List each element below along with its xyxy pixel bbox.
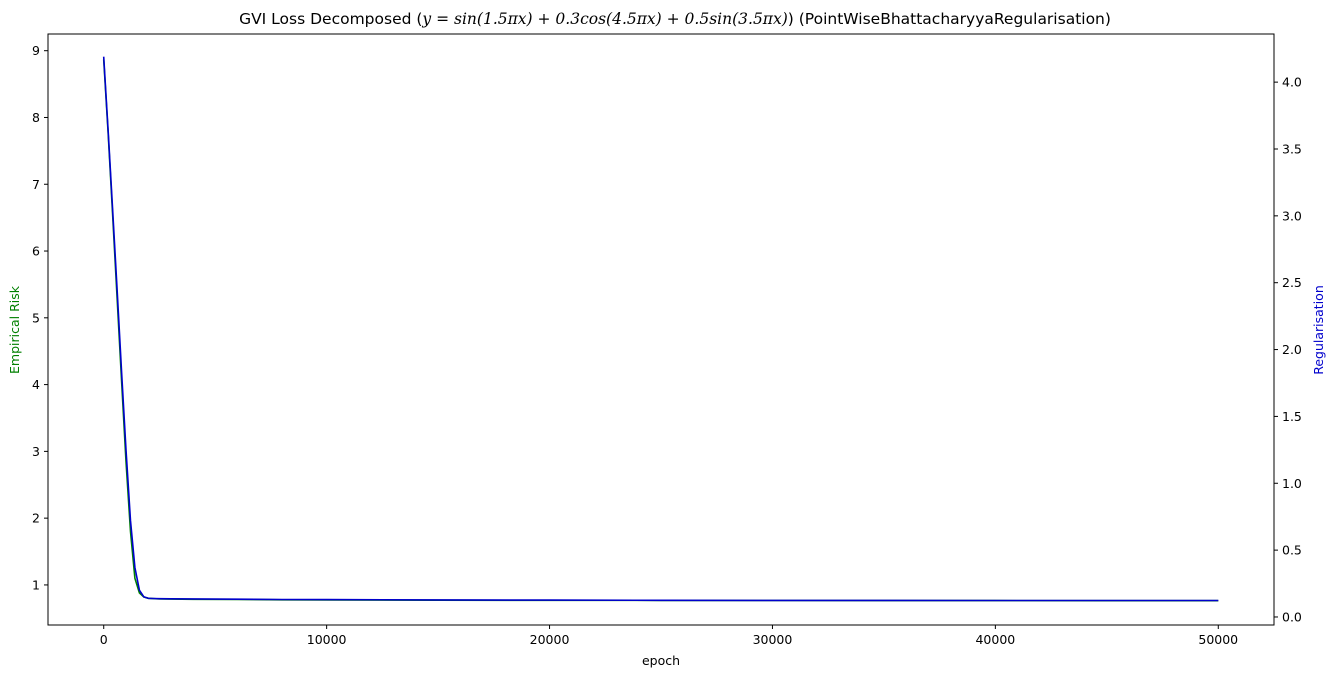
chart-title-formula: y = sin(1.5πx) + 0.3cos(4.5πx) + 0.5sin(… bbox=[421, 10, 787, 28]
left-axis-title: Empirical Risk bbox=[7, 285, 22, 374]
left-y-tick-label: 5 bbox=[32, 310, 40, 325]
right-y-tick-label: 1.5 bbox=[1282, 409, 1302, 424]
left-y-tick-label: 8 bbox=[32, 110, 40, 125]
plot-area bbox=[102, 56, 1219, 602]
x-tick-label: 10000 bbox=[307, 632, 347, 647]
x-tick-label: 0 bbox=[100, 632, 108, 647]
chart-title: GVI Loss Decomposed (y = sin(1.5πx) + 0.… bbox=[239, 10, 1111, 28]
chart-title-prefix: GVI Loss Decomposed ( bbox=[239, 10, 422, 28]
left-y-tick-label: 9 bbox=[32, 43, 40, 58]
left-y-tick-label: 1 bbox=[32, 577, 40, 592]
right-y-tick-label: 1.0 bbox=[1282, 476, 1302, 491]
right-y-tick-label: 3.0 bbox=[1282, 208, 1302, 223]
x-axis-title: epoch bbox=[642, 653, 680, 668]
axes-frame bbox=[47, 33, 1275, 626]
axes: 0 10000 20000 30000 40000 50000 1 2 3 4 5 6 7 8 9 0.0 0.… bbox=[32, 33, 1302, 647]
right-y-tick-label: 4.0 bbox=[1282, 75, 1302, 90]
x-tick-label: 50000 bbox=[1198, 632, 1238, 647]
right-y-tick-label: 0.0 bbox=[1282, 609, 1302, 624]
x-tick-label: 20000 bbox=[530, 632, 570, 647]
right-y-tick-label: 2.5 bbox=[1282, 275, 1302, 290]
right-y-tick-label: 2.0 bbox=[1282, 342, 1302, 357]
left-y-tick-label: 6 bbox=[32, 244, 40, 259]
x-tick-label: 30000 bbox=[753, 632, 793, 647]
right-axis-title: Regularisation bbox=[1311, 285, 1326, 375]
regularisation-line bbox=[102, 56, 1219, 602]
left-y-tick-label: 2 bbox=[32, 511, 40, 526]
left-y-tick-label: 4 bbox=[32, 377, 40, 392]
left-y-tick-label: 3 bbox=[32, 444, 40, 459]
x-tick-label: 40000 bbox=[975, 632, 1015, 647]
left-y-tick-label: 7 bbox=[32, 177, 40, 192]
right-y-tick-label: 0.5 bbox=[1282, 543, 1302, 558]
chart-title-suffix: ) (PointWiseBhattacharyyaRegularisation) bbox=[788, 10, 1111, 28]
empirical-risk-line bbox=[102, 59, 1219, 602]
right-y-tick-label: 3.5 bbox=[1282, 141, 1302, 156]
